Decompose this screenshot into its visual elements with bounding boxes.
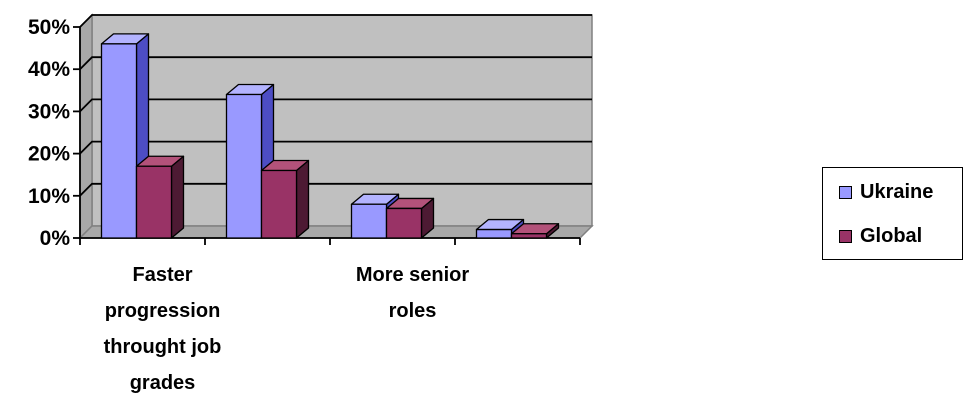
bar-ukraine-0-front <box>100 43 138 239</box>
y-tick-label-10: 10% <box>28 185 70 208</box>
bar-global-0-front <box>135 165 173 239</box>
legend-item-global: Global <box>839 224 922 248</box>
bar-global-1-front <box>260 169 298 239</box>
legend-swatch-global <box>839 229 852 243</box>
bar-ukraine-2-front <box>350 203 388 239</box>
gridline-50 <box>79 14 592 28</box>
legend-swatch-ukraine <box>839 185 852 199</box>
y-tick-label-0: 0% <box>40 227 71 250</box>
legend-label-ukraine: Ukraine <box>860 180 934 203</box>
y-tick-label-40: 40% <box>28 58 70 81</box>
bar-global-0-side <box>170 155 185 239</box>
gridline-20 <box>79 140 592 155</box>
x-category-label-2: More senior roles <box>356 264 470 322</box>
y-tick-label-50: 50% <box>28 16 70 39</box>
legend-item-ukraine: Ukraine <box>839 180 933 204</box>
gridline-10 <box>79 182 592 197</box>
bar-global-3 <box>510 223 560 239</box>
gridline-40 <box>79 56 592 70</box>
bar-ukraine-1 <box>225 83 275 239</box>
bar-global-3-front <box>510 233 548 239</box>
bar-global-0 <box>135 155 185 239</box>
bar-global-1 <box>260 159 310 239</box>
bar-global-1-side <box>295 159 310 239</box>
legend: Ukraine Global <box>822 167 963 260</box>
gridline-30 <box>79 98 592 113</box>
plot-side-wall <box>79 13 93 240</box>
bar-ukraine-3-front <box>475 228 513 239</box>
bar-global-2 <box>385 197 435 239</box>
legend-label-global: Global <box>860 224 923 247</box>
x-category-label-0: Faster progression throught job grades <box>104 264 222 394</box>
bar-global-2-front <box>385 207 423 239</box>
bar-ukraine-1-front <box>225 93 263 239</box>
y-tick-label-20: 20% <box>28 143 70 166</box>
y-tick-label-30: 30% <box>28 100 70 123</box>
